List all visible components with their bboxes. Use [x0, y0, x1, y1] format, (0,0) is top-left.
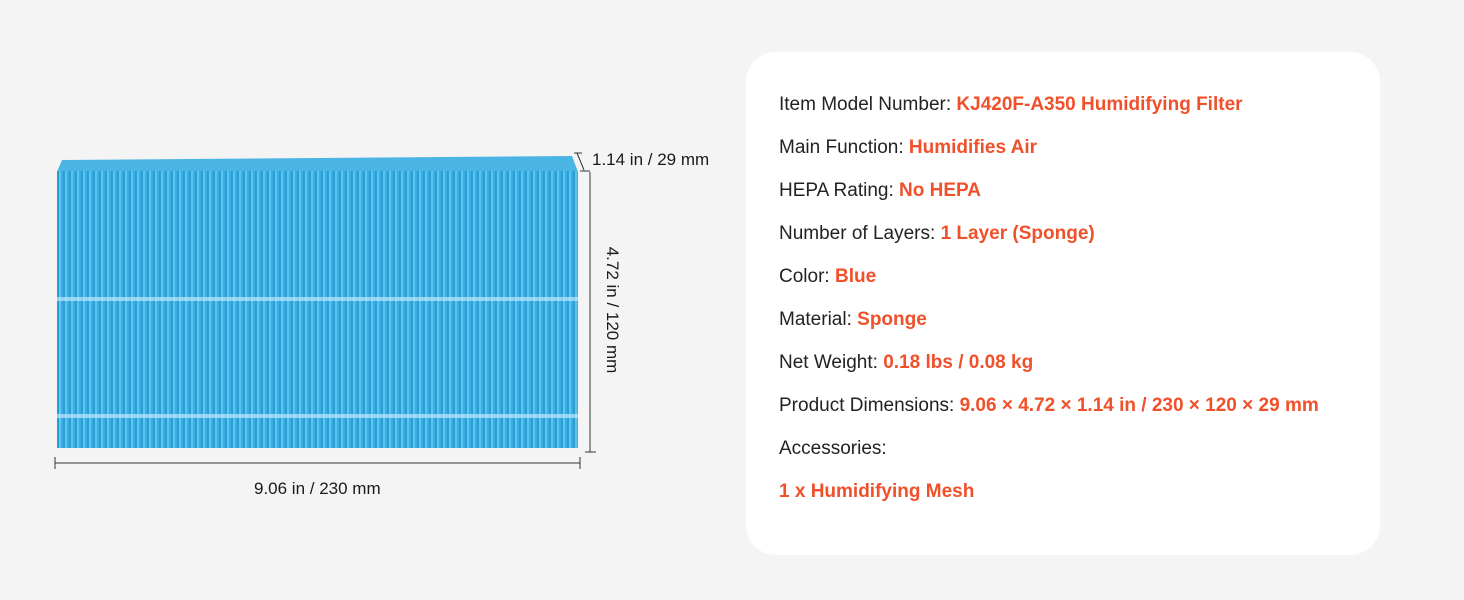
spec-value: 0.18 lbs / 0.08 kg: [883, 352, 1034, 373]
height-label: 4.72 in / 120 mm: [603, 246, 622, 374]
spec-value: No HEPA: [899, 180, 982, 201]
spec-accessory-item: 1 x Humidifying Mesh: [779, 481, 974, 503]
spec-value: 1 x Humidifying Mesh: [779, 481, 975, 502]
spec-value: 9.06 × 4.72 × 1.14 in / 230 × 120 × 29 m…: [959, 395, 1319, 416]
spec-value: Sponge: [857, 309, 927, 330]
spec-value: Humidifies Air: [908, 137, 1037, 158]
spec-card: Item Model Number: KJ420F-A350 Humidifyi…: [746, 52, 1380, 555]
spec-dimensions: Product Dimensions: 9.06 × 4.72 × 1.14 i…: [779, 395, 1319, 417]
filter-image: [57, 171, 578, 448]
spec-value: KJ420F-A350 Humidifying Filter: [956, 94, 1243, 115]
spec-value: 1 Layer (Sponge): [940, 223, 1095, 244]
spec-model: Item Model Number: KJ420F-A350 Humidifyi…: [779, 94, 1243, 116]
spec-label: Net Weight:: [779, 352, 884, 373]
spec-label: Main Function:: [779, 137, 909, 158]
width-label: 9.06 in / 230 mm: [254, 479, 381, 498]
filter-top-face: [57, 156, 578, 172]
spec-accessories: Accessories:: [779, 438, 887, 460]
spec-label: HEPA Rating:: [779, 180, 900, 201]
spec-label: Material:: [779, 309, 858, 330]
spec-material: Material: Sponge: [779, 309, 927, 331]
spec-label: Color:: [779, 266, 835, 287]
depth-line: [576, 152, 585, 171]
depth-label: 1.14 in / 29 mm: [592, 150, 710, 169]
spec-weight: Net Weight: 0.18 lbs / 0.08 kg: [779, 352, 1033, 374]
spec-label: Number of Layers:: [779, 223, 941, 244]
spec-label: Item Model Number:: [779, 94, 957, 115]
spec-value: Blue: [834, 266, 877, 287]
spec-hepa: HEPA Rating: No HEPA: [779, 180, 981, 202]
spec-layers: Number of Layers: 1 Layer (Sponge): [779, 223, 1095, 245]
spec-label: Product Dimensions:: [779, 395, 960, 416]
spec-color: Color: Blue: [779, 266, 876, 288]
spec-label: Accessories:: [779, 438, 887, 459]
dimension-lines: [54, 152, 596, 469]
spec-function: Main Function: Humidifies Air: [779, 137, 1037, 159]
